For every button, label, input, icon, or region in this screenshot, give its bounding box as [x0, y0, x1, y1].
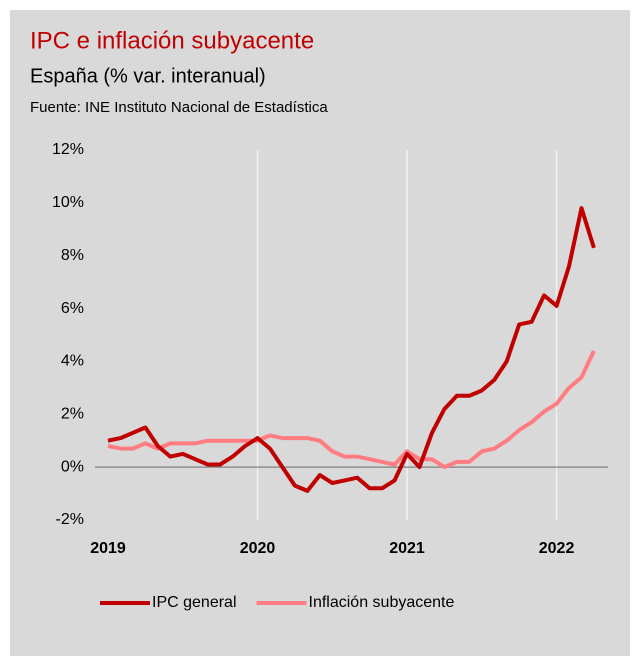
- series-line: [107, 206, 596, 493]
- chart-subtitle: España (% var. interanual): [30, 65, 266, 87]
- x-tick-label: 2020: [240, 540, 276, 557]
- x-tick-label: 2019: [90, 540, 126, 557]
- background: [10, 10, 630, 656]
- y-tick-label: 2%: [61, 406, 84, 423]
- legend-label: IPC general: [152, 594, 237, 611]
- legend-label: Inflación subyacente: [309, 594, 455, 611]
- y-tick-label: 12%: [52, 141, 84, 158]
- y-tick-label: 0%: [61, 458, 84, 475]
- x-tick-label: 2021: [389, 540, 425, 557]
- series-line: [107, 350, 596, 470]
- y-tick-label: 10%: [52, 194, 84, 211]
- y-tick-label: 8%: [61, 247, 84, 264]
- chart-source: Fuente: INE Instituto Nacional de Estadí…: [30, 99, 328, 116]
- chart-title: IPC e inflación subyacente: [30, 27, 314, 54]
- x-tick-label: 2022: [539, 540, 575, 557]
- y-tick-label: 6%: [61, 300, 84, 317]
- y-tick-label: -2%: [56, 511, 84, 528]
- y-tick-label: 4%: [61, 353, 84, 370]
